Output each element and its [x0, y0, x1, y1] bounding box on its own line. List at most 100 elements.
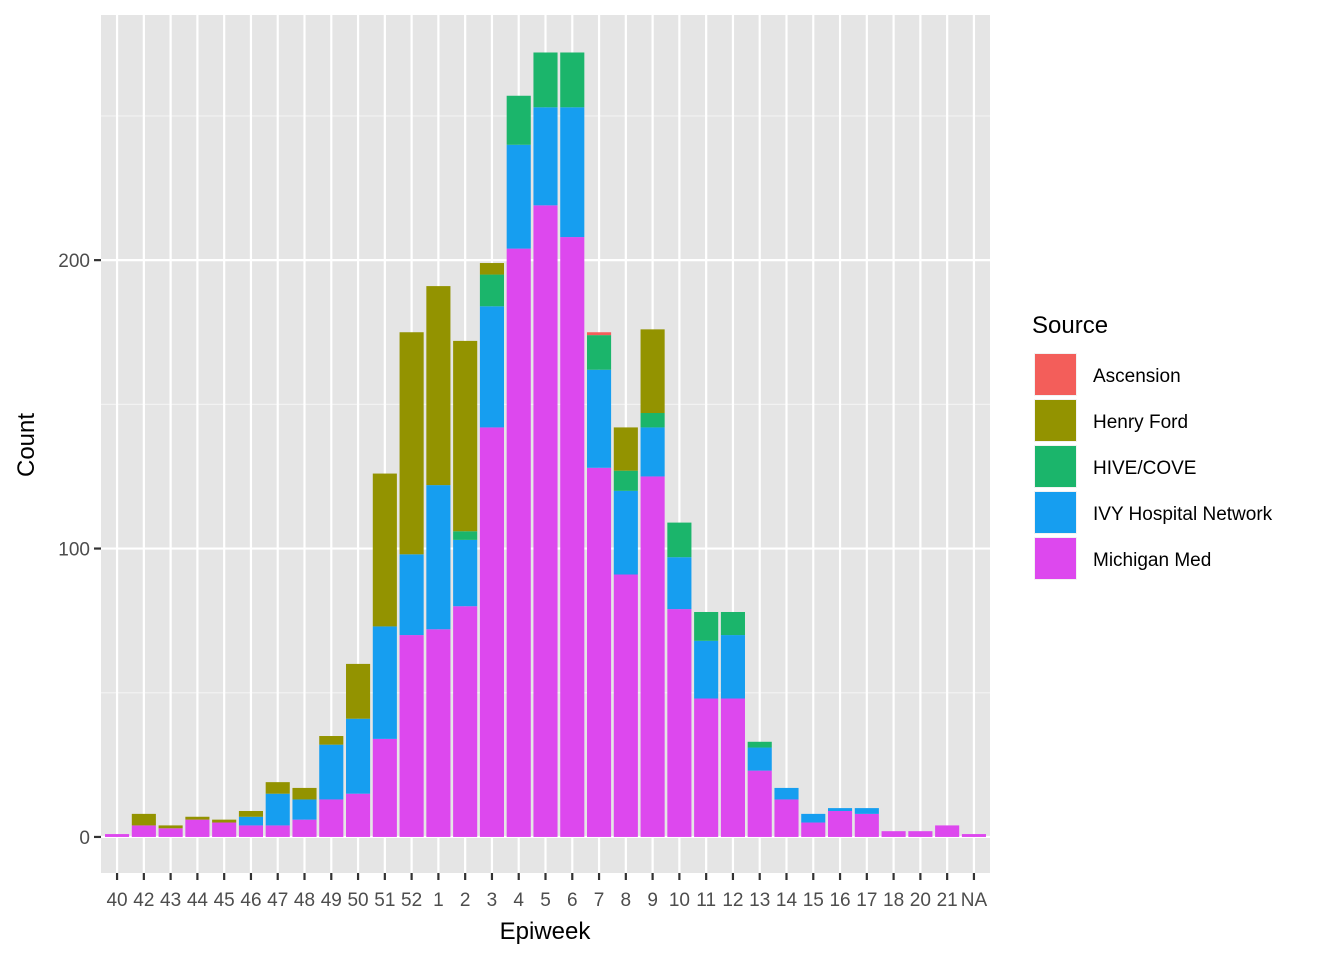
x-tick-label: 6 — [567, 890, 578, 911]
bar-michigan-med-20 — [908, 831, 933, 837]
bar-michigan-med-10 — [667, 609, 692, 837]
bar-henry-ford-43 — [158, 825, 183, 829]
x-tick-label: 44 — [187, 890, 209, 911]
bar-michigan-med-11 — [694, 698, 719, 837]
bar-hive-cove-10 — [667, 522, 692, 558]
bar-henry-ford-50 — [346, 663, 371, 719]
bar-michigan-med-5 — [533, 205, 558, 837]
bar-ivy-hospital-network-15 — [801, 813, 826, 823]
bar-michigan-med-42 — [131, 825, 156, 837]
bar-michigan-med-21 — [935, 825, 960, 837]
x-axis-title: Epiweek — [500, 918, 592, 945]
x-tick-label: 17 — [856, 890, 877, 911]
bar-ivy-hospital-network-1 — [426, 485, 451, 630]
legend-title: Source — [1032, 312, 1108, 339]
legend-label: IVY Hospital Network — [1093, 504, 1273, 525]
bar-henry-ford-46 — [238, 810, 264, 817]
bar-ivy-hospital-network-4 — [506, 144, 531, 249]
x-tick-label: 15 — [803, 890, 824, 911]
x-tick-label: 3 — [487, 890, 498, 911]
bar-ivy-hospital-network-47 — [265, 793, 290, 826]
y-axis: 0 100 200 — [58, 251, 101, 849]
bar-hive-cove-5 — [533, 52, 558, 108]
bar-henry-ford-51 — [372, 473, 397, 627]
bar-michigan-med-2 — [453, 606, 478, 837]
bar-michigan-med-8 — [613, 574, 638, 837]
bar-ivy-hospital-network-7 — [587, 369, 612, 468]
bar-michigan-med-1 — [426, 629, 451, 837]
legend-label: HIVE/COVE — [1093, 458, 1196, 479]
x-axis: 40 42 43 44 45 46 47 48 49 50 51 52 1 2 3 4 5 6 7 8 9 10 11 12 1… — [106, 873, 987, 911]
x-tick-label: 18 — [883, 890, 904, 911]
bar-ivy-hospital-network-10 — [667, 557, 692, 610]
bar-michigan-med-3 — [479, 427, 504, 837]
y-tick-label: 200 — [58, 251, 90, 272]
legend-swatch — [1035, 538, 1076, 579]
bar-michigan-med-51 — [372, 738, 397, 837]
bar-michigan-med-4 — [506, 248, 531, 837]
x-tick-label: 12 — [722, 890, 743, 911]
bar-henry-ford-45 — [212, 819, 237, 823]
bar-ivy-hospital-network-16 — [827, 808, 853, 811]
bar-ivy-hospital-network-12 — [720, 635, 745, 699]
x-tick-label: 51 — [374, 890, 395, 911]
x-tick-label: 11 — [696, 890, 716, 911]
bar-ivy-hospital-network-2 — [453, 539, 478, 607]
bar-michigan-med-6 — [560, 237, 585, 837]
bar-michigan-med-12 — [720, 698, 745, 837]
bar-michigan-med-50 — [346, 793, 371, 837]
bar-ivy-hospital-network-9 — [640, 427, 665, 477]
bar-michigan-med-18 — [881, 831, 906, 837]
bar-henry-ford-8 — [613, 427, 638, 471]
bar-michigan-med-47 — [265, 825, 290, 837]
bar-ivy-hospital-network-6 — [560, 107, 585, 238]
bar-hive-cove-4 — [506, 95, 531, 145]
legend-label: Michigan Med — [1093, 550, 1211, 571]
bar-henry-ford-2 — [453, 340, 478, 532]
x-tick-label: 42 — [133, 890, 154, 911]
bar-michigan-med-7 — [587, 467, 612, 837]
bar-henry-ford-3 — [479, 263, 504, 275]
x-tick-label: NA — [961, 890, 988, 911]
bar-ivy-hospital-network-17 — [854, 808, 879, 814]
bar-ivy-hospital-network-52 — [399, 554, 424, 636]
bar-michigan-med-9 — [640, 476, 665, 837]
legend-swatch — [1035, 492, 1076, 533]
x-tick-label: 1 — [433, 890, 444, 911]
bar-ivy-hospital-network-13 — [747, 747, 772, 771]
x-tick-label: 13 — [749, 890, 770, 911]
x-tick-label: 46 — [240, 890, 261, 911]
bar-michigan-med-NA — [961, 834, 986, 837]
x-tick-label: 20 — [910, 890, 931, 911]
legend-swatch — [1035, 446, 1076, 487]
bar-ivy-hospital-network-8 — [613, 490, 638, 575]
bar-michigan-med-40 — [105, 834, 130, 837]
bar-michigan-med-44 — [185, 819, 210, 837]
bar-hive-cove-9 — [640, 412, 665, 428]
bar-ivy-hospital-network-50 — [346, 718, 371, 794]
bar-ivy-hospital-network-51 — [372, 626, 397, 739]
legend-swatch — [1035, 354, 1076, 395]
bars — [105, 52, 986, 837]
bar-ivy-hospital-network-46 — [238, 816, 264, 826]
bar-hive-cove-7 — [587, 335, 612, 370]
bar-michigan-med-13 — [747, 770, 772, 837]
bar-henry-ford-44 — [185, 816, 210, 820]
y-axis-title: Count — [13, 413, 40, 477]
bar-hive-cove-3 — [479, 274, 504, 307]
y-tick-label: 100 — [58, 540, 90, 561]
x-tick-label: 43 — [160, 890, 181, 911]
bar-henry-ford-48 — [292, 787, 317, 800]
x-tick-label: 8 — [621, 890, 632, 911]
bar-michigan-med-16 — [827, 810, 853, 837]
x-tick-label: 5 — [540, 890, 551, 911]
bar-michigan-med-14 — [774, 799, 799, 837]
bar-hive-cove-6 — [560, 52, 585, 108]
bar-henry-ford-1 — [426, 286, 451, 486]
bar-ascension-7 — [587, 332, 612, 336]
bar-michigan-med-46 — [238, 825, 264, 837]
bar-michigan-med-52 — [399, 635, 424, 837]
x-tick-label: 45 — [214, 890, 235, 911]
x-tick-label: 4 — [513, 890, 524, 911]
bar-michigan-med-15 — [801, 822, 826, 837]
